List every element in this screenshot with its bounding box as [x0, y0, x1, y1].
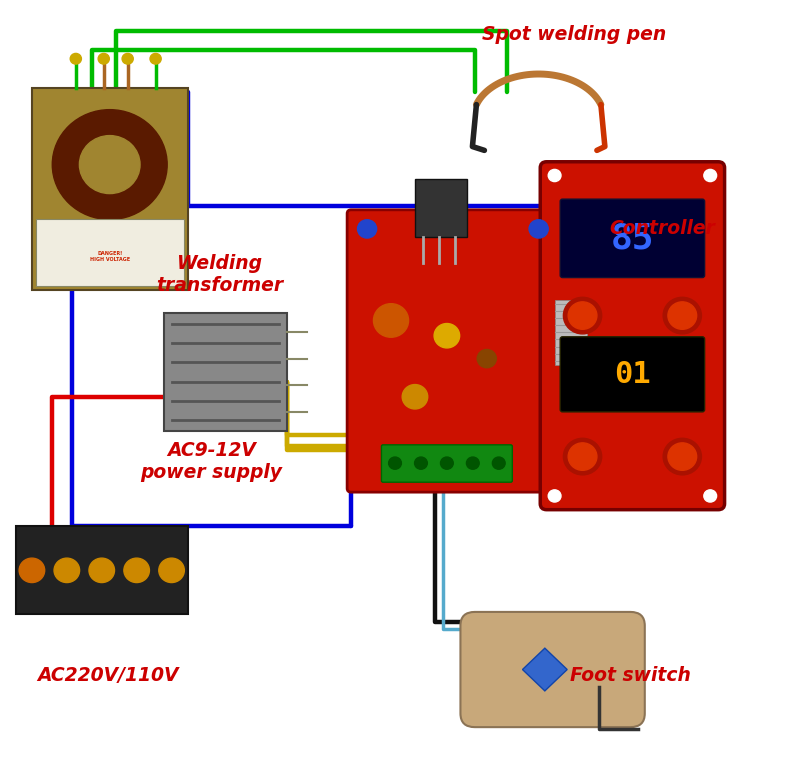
FancyBboxPatch shape — [540, 162, 725, 510]
Circle shape — [358, 220, 377, 238]
Text: AC9-12V
power supply: AC9-12V power supply — [140, 441, 282, 482]
Circle shape — [477, 349, 496, 368]
Circle shape — [19, 559, 45, 583]
FancyBboxPatch shape — [460, 612, 645, 727]
FancyBboxPatch shape — [32, 88, 188, 290]
Text: AC220V/110V: AC220V/110V — [37, 666, 179, 684]
Circle shape — [663, 438, 701, 475]
Circle shape — [704, 490, 717, 502]
Circle shape — [440, 457, 453, 469]
Text: 85: 85 — [610, 221, 654, 256]
FancyBboxPatch shape — [16, 526, 188, 614]
Polygon shape — [523, 649, 567, 691]
Text: Foot switch: Foot switch — [570, 666, 691, 684]
Circle shape — [159, 559, 184, 583]
Text: Welding
transformer: Welding transformer — [156, 254, 283, 295]
FancyBboxPatch shape — [36, 220, 184, 286]
FancyBboxPatch shape — [415, 179, 467, 237]
Circle shape — [548, 169, 561, 182]
Circle shape — [402, 385, 428, 409]
Circle shape — [373, 304, 409, 337]
Circle shape — [415, 457, 428, 469]
Circle shape — [70, 53, 81, 64]
Circle shape — [466, 457, 479, 469]
FancyBboxPatch shape — [381, 445, 512, 482]
FancyBboxPatch shape — [560, 199, 705, 278]
Circle shape — [492, 457, 505, 469]
Circle shape — [663, 298, 701, 334]
Circle shape — [124, 559, 149, 583]
Circle shape — [548, 490, 561, 502]
Circle shape — [563, 298, 602, 334]
Circle shape — [53, 110, 168, 220]
Circle shape — [668, 443, 697, 470]
Circle shape — [89, 559, 115, 583]
Circle shape — [389, 457, 401, 469]
Circle shape — [80, 136, 140, 194]
Circle shape — [150, 53, 161, 64]
Circle shape — [704, 169, 717, 182]
FancyBboxPatch shape — [555, 300, 587, 365]
Text: DANGER!
HIGH VOLTAGE: DANGER! HIGH VOLTAGE — [89, 251, 130, 262]
Circle shape — [668, 302, 697, 330]
FancyBboxPatch shape — [560, 336, 705, 412]
Circle shape — [54, 559, 80, 583]
Circle shape — [568, 443, 597, 470]
Text: Controller: Controller — [610, 220, 715, 238]
Circle shape — [529, 220, 548, 238]
FancyBboxPatch shape — [164, 313, 287, 431]
Text: 01: 01 — [614, 360, 651, 389]
Circle shape — [122, 53, 133, 64]
Circle shape — [434, 324, 460, 348]
Text: Spot welding pen: Spot welding pen — [483, 25, 666, 43]
Circle shape — [568, 302, 597, 330]
Circle shape — [563, 438, 602, 475]
FancyBboxPatch shape — [347, 210, 559, 492]
Circle shape — [98, 53, 109, 64]
